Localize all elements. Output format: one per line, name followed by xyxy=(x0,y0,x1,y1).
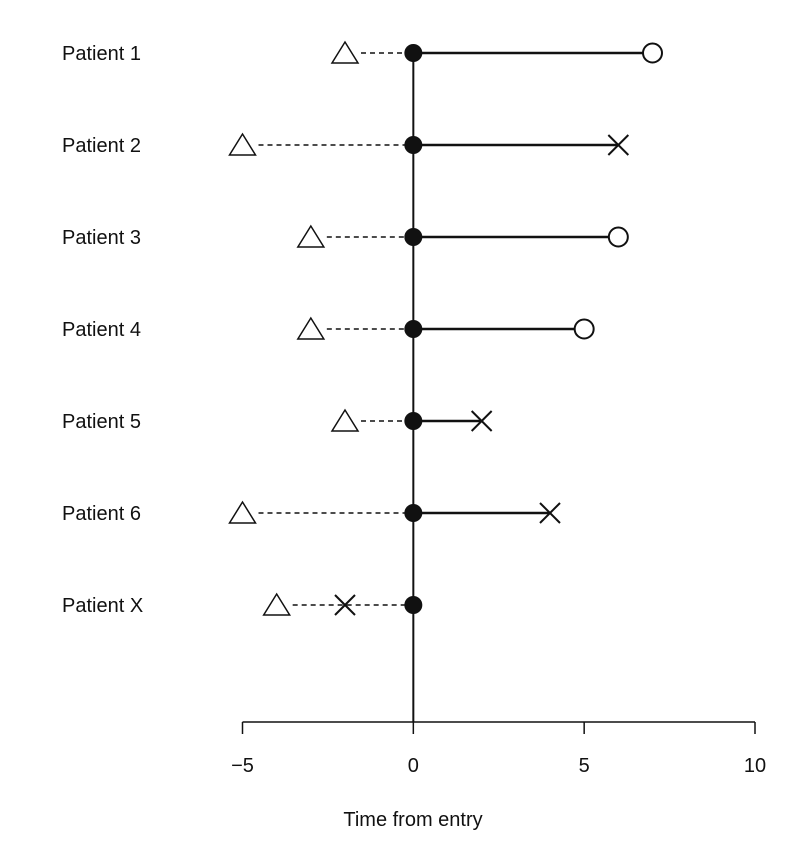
entry-circle-marker xyxy=(404,320,423,338)
start-triangle-marker xyxy=(330,408,360,432)
patient-label: Patient 6 xyxy=(62,503,141,525)
patient-row: Patient 2 xyxy=(62,132,630,157)
start-triangle-marker xyxy=(330,40,360,64)
x-axis: −5 0 5 10 xyxy=(231,721,766,777)
patient-label: Patient 1 xyxy=(62,43,141,65)
x-tick-label: −5 xyxy=(231,755,254,777)
censored-circle-marker xyxy=(607,226,629,248)
event-cross-stroke xyxy=(607,134,630,156)
x-tick-label: 5 xyxy=(579,755,590,777)
patient-row: Patient 6 xyxy=(62,500,561,525)
x-axis-title: Time from entry xyxy=(343,809,482,831)
patient-rows: Patient 1 Patient 2 Patient 3 Patient 4 Pati… xyxy=(62,40,663,617)
start-triangle-marker xyxy=(296,316,326,340)
event-cross-marker xyxy=(607,134,630,156)
event-cross-marker xyxy=(539,502,561,524)
patient-label: Patient 3 xyxy=(62,227,141,249)
event-cross-marker xyxy=(334,594,356,616)
event-cross-stroke xyxy=(334,594,356,616)
censored-circle-marker xyxy=(573,318,595,340)
event-cross-marker xyxy=(470,410,493,432)
event-cross-stroke xyxy=(539,502,561,524)
entry-circle-marker xyxy=(404,228,423,246)
entry-circle-marker xyxy=(404,504,423,522)
event-cross-stroke xyxy=(470,410,493,432)
censored-circle-marker xyxy=(642,42,663,64)
patient-row: Patient 3 xyxy=(62,224,629,249)
patient-label: Patient 2 xyxy=(62,135,141,157)
patient-label: Patient X xyxy=(62,595,143,617)
patient-label: Patient 4 xyxy=(62,319,141,341)
entry-circle-marker xyxy=(404,44,423,62)
x-tick-label: 0 xyxy=(408,755,419,777)
x-tick-label: 10 xyxy=(744,755,766,777)
start-triangle-marker xyxy=(228,132,257,156)
patient-row: Patient 4 xyxy=(62,316,595,341)
patient-label: Patient 5 xyxy=(62,411,141,433)
entry-circle-marker xyxy=(404,596,423,614)
entry-circle-marker xyxy=(404,136,423,154)
entry-circle-marker xyxy=(404,412,423,430)
patient-row: Patient 1 xyxy=(62,40,663,65)
start-triangle-marker xyxy=(228,500,257,524)
start-triangle-marker xyxy=(296,224,326,248)
patient-row: Patient X xyxy=(62,592,423,617)
patient-row: Patient 5 xyxy=(62,408,493,433)
start-triangle-marker xyxy=(262,592,292,616)
